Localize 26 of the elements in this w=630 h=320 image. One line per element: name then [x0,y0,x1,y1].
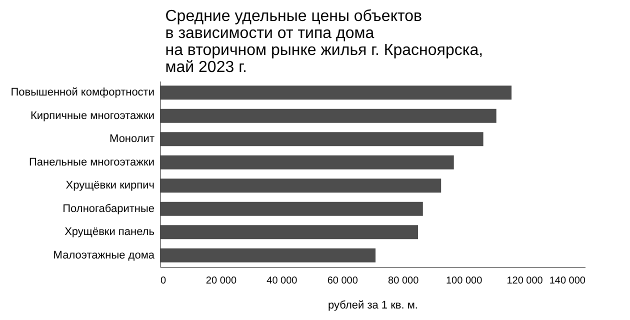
y-tick-label: Панельные многоэтажки [28,156,154,168]
x-tick-label: 0 [160,276,166,286]
y-tick-label: Полногабаритные [62,202,154,215]
x-tick-label: 80 000 [388,276,420,286]
bar [160,108,496,123]
y-tick-label: Повышенной комфортности [10,86,154,99]
bar [160,225,418,240]
y-tick-label: Хрущёвки панель [64,226,155,238]
y-tick-label: Хрущёвки кирпич [66,180,154,192]
x-tick-label: 40 000 [266,276,298,286]
bar [160,86,512,100]
bar [160,132,484,146]
bar [160,248,376,262]
bar [160,202,423,216]
y-tick-label: Монолит [110,133,154,146]
y-tick-label: Кирпичные многоэтажки [30,110,154,122]
y-tick-label: Малоэтажные дома [53,249,156,262]
x-tick-label: 60 000 [327,276,358,286]
x-tick-label: 120 000 [506,276,544,286]
x-tick-label: 20 000 [206,276,237,286]
chart-title: Средние удельные цены объектов в зависимости от типа дома на вторичном рынке жилья г. Красноярска, май 2023 г. [165,8,484,76]
bar [160,155,454,170]
x-tick-label: 100 000 [446,276,483,286]
x-tick-label: 140 000 [549,276,586,286]
x-axis-title: рублей за 1 кв. м. [328,300,418,312]
bar [160,178,442,193]
